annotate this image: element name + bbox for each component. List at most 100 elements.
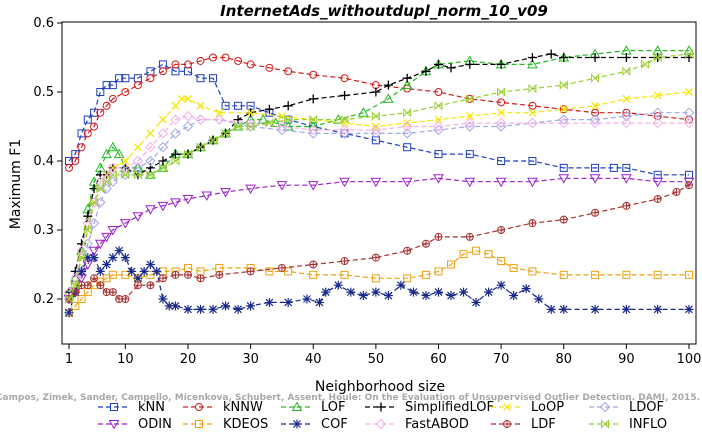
data-point-knnw [653,112,662,121]
data-point-kdeos [434,267,443,276]
data-point-simplifiedlof [433,59,443,69]
series-line-kdeos [68,250,689,314]
data-point-knn [465,150,474,159]
data-point-cof [114,246,124,256]
data-point-odin [652,177,664,188]
data-point-inflo [171,156,180,166]
data-point-simplifiedlof [527,53,537,62]
data-point-kdeos [371,274,380,283]
data-point-kdeos [685,270,693,279]
data-point-inflo [528,83,537,94]
data-point-knn [221,101,230,110]
data-point-odin [101,232,112,243]
x-tick-label: 20 [180,352,197,367]
data-point-loop [653,91,662,100]
legend: kNN kNNW LOF SimplifiedLOF LoOP LDOF ODIN KDEOS… [98,400,667,432]
data-point-inflo [158,163,167,173]
legend-label-fastabod: FastABOD [405,417,469,432]
data-point-cof [208,304,218,314]
data-point-cof [358,291,368,301]
x-tick-label: 70 [493,352,510,367]
data-point-simplifiedlof [158,156,168,166]
data-point-cof [534,294,544,304]
data-point-kdeos [108,270,117,279]
data-point-knn [209,74,218,83]
data-point-ldf [559,215,568,224]
data-point-knnw [209,53,218,62]
data-point-cof [459,287,469,297]
data-point-ldf [215,270,224,279]
data-point-knnw [497,98,506,107]
data-point-loop [434,115,443,124]
data-point-odin [307,181,319,191]
data-point-ldof [132,162,144,174]
legend-marker-ldf [503,420,512,428]
legend-label-lof: LOF [321,400,346,415]
data-point-knn [115,74,124,83]
data-point-knnw [221,53,230,62]
data-point-odin [433,174,444,184]
data-point-cof [383,291,393,301]
data-point-kdeos [340,270,349,279]
data-point-fastabod [589,117,601,129]
data-point-cof [546,304,556,314]
data-point-knnw [96,108,105,117]
data-point-ldf [403,246,412,255]
data-point-ldof [589,114,601,125]
data-point-inflo [559,80,568,90]
data-point-cof [233,304,243,314]
data-point-odin [107,226,119,236]
data-point-ldf [653,194,662,203]
data-point-kdeos [459,250,468,259]
data-point-knnw [340,74,349,83]
data-point-ldf [121,295,130,303]
data-point-ldf [158,274,167,283]
y-tick-label: 0.5 [33,85,54,100]
data-point-odin [157,201,169,212]
legend-marker-ldof [599,401,611,413]
series-inflo [65,49,693,304]
data-point-fastabod [308,124,319,136]
data-point-knnw [65,163,73,172]
data-point-knn [196,74,205,83]
data-point-kdeos [528,267,537,276]
data-point-fastabod [76,245,87,256]
data-point-fastabod [157,128,169,139]
data-point-inflo [183,149,192,159]
data-point-kdeos [421,270,430,279]
data-point-ldof [683,107,695,118]
data-point-kdeos [622,270,631,279]
data-point-inflo [71,280,80,290]
data-point-knn [83,115,92,124]
data-point-knnw [108,94,117,103]
data-point-fastabod [120,162,131,174]
data-point-fastabod [558,117,569,129]
data-point-cof [83,253,93,263]
legend-label-knnw: kNNW [223,400,263,415]
data-point-fastabod [245,117,256,129]
data-point-cof [133,273,143,283]
data-point-inflo [622,66,631,77]
data-point-fastabod [433,121,444,132]
data-point-knn [90,108,99,117]
data-point-kdeos [447,260,456,269]
data-point-fastabod [276,121,288,132]
data-point-inflo [591,73,600,83]
legend-label-simplifiedlof: SimplifiedLOF [405,400,494,415]
data-point-simplifiedlof [340,90,350,100]
data-point-knnw [83,129,92,138]
data-point-fastabod [195,114,206,125]
data-point-kdeos [183,263,192,272]
data-point-inflo [83,225,92,235]
data-point-knn [528,157,537,165]
series-layer [63,45,695,318]
data-point-knnw [528,101,537,110]
data-point-knn [559,163,568,172]
data-point-fastabod [339,124,350,136]
data-point-kdeos [497,257,506,266]
legend-label-ldf: LDF [531,417,556,432]
data-point-simplifiedlof [421,66,431,76]
data-point-inflo [371,111,380,121]
data-point-fastabod [170,114,181,125]
data-point-odin [621,174,632,184]
